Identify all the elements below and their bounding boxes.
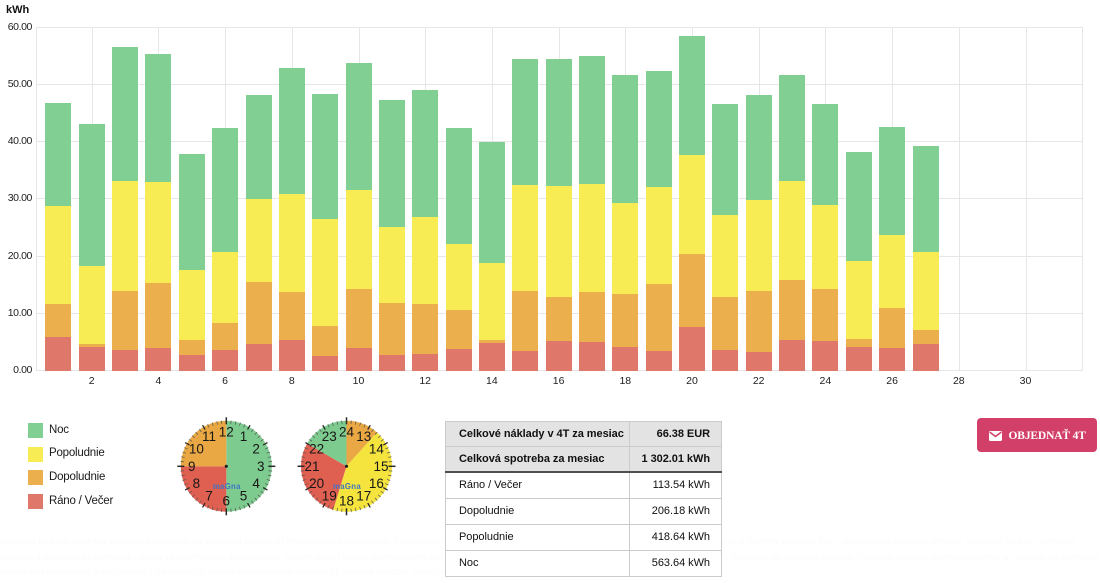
svg-text:21: 21 <box>304 459 319 474</box>
svg-text:20: 20 <box>309 476 324 491</box>
svg-text:6: 6 <box>223 493 231 508</box>
svg-text:4: 4 <box>252 476 260 491</box>
svg-text:maGna: maGna <box>333 482 361 491</box>
svg-text:23: 23 <box>322 429 337 444</box>
svg-text:5: 5 <box>240 489 248 504</box>
svg-text:15: 15 <box>373 459 388 474</box>
svg-text:19: 19 <box>322 489 337 504</box>
svg-text:18: 18 <box>339 493 354 508</box>
svg-text:24: 24 <box>339 424 355 439</box>
svg-text:12: 12 <box>219 424 234 439</box>
svg-text:3: 3 <box>257 459 265 474</box>
svg-text:10: 10 <box>189 442 204 457</box>
svg-text:22: 22 <box>309 442 324 457</box>
svg-text:1: 1 <box>240 429 248 444</box>
svg-text:2: 2 <box>252 442 260 457</box>
svg-text:16: 16 <box>369 476 384 491</box>
svg-text:maGna: maGna <box>213 482 241 491</box>
svg-text:17: 17 <box>356 489 371 504</box>
svg-text:13: 13 <box>356 429 371 444</box>
svg-text:11: 11 <box>202 429 216 444</box>
svg-text:9: 9 <box>188 459 196 474</box>
svg-text:7: 7 <box>205 489 213 504</box>
svg-text:14: 14 <box>369 442 385 457</box>
svg-text:8: 8 <box>193 476 201 491</box>
